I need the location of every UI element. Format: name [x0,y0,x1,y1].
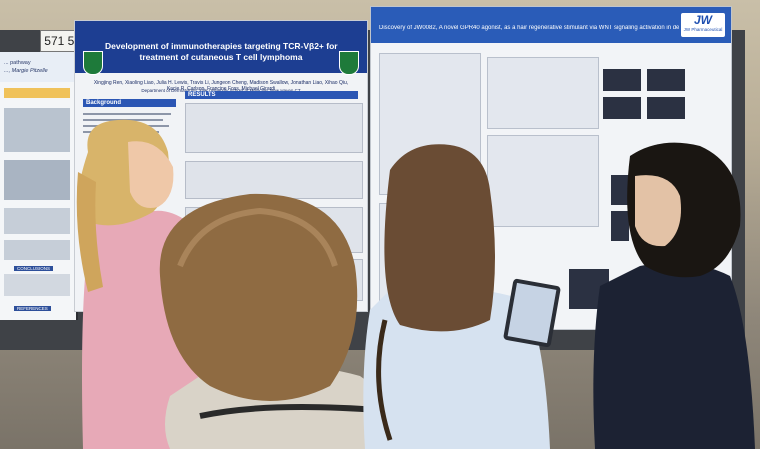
poster-left-figure-1 [4,108,70,152]
section-background-header: Background [83,99,176,107]
poster-left-subtitle: ..., Margie Pitzelle [4,68,48,74]
tablet-screen [507,282,557,344]
poster-right-title: Discovery of JW0082, A novel GPR40 agoni… [379,25,679,31]
microscopy-image [647,69,685,91]
poster-left-header [0,52,76,82]
results-figure-2 [185,161,363,199]
poster-left-chart [4,208,70,234]
microscopy-image-small [611,211,629,241]
person-long-hair-white-shirt [363,144,550,449]
company-logo-subtext: JW Pharmaceutical [683,27,723,32]
company-logo: JW JW Pharmaceutical [681,13,725,37]
poster-left-conclusions-label: CONCLUSIONS [14,266,54,271]
poster-left-text-block [4,274,70,296]
poster-right-bar-charts [487,57,599,129]
microscopy-image [603,69,641,91]
person-curly-hair-back [159,193,400,449]
poster-left: ... pathway ..., Margie Pitzelle CONCLUS… [0,52,78,320]
poster-left-title: ... pathway [4,60,31,66]
poster-right-figure-mid [487,135,599,227]
results-figure-1 [185,103,363,153]
poster-right-header [371,7,731,43]
poster-center-affiliation: Department of Dermatology, Yale Universi… [141,88,300,93]
poster-left-references-label: REFERENCES [14,306,51,311]
section-results-header: RESULTS [185,91,358,99]
poster-center-title-line2: treatment of cutaneous T cell lymphoma [139,52,303,62]
microscopy-image [647,97,685,119]
person-presenter-navy-jacket [593,142,755,449]
university-shield-icon [339,51,359,75]
microscopy-image-small [611,175,629,205]
microscopy-image [603,97,641,119]
text-line [83,113,171,115]
poster-left-highlight [4,88,70,98]
poster-center-authors: Xingjing Ren, Xiaoling Liao, Julia H. Le… [93,80,349,92]
poster-center-header [75,21,367,73]
poster-left-chart-2 [4,240,70,260]
poster-left-figure-2 [4,160,70,200]
company-logo-text: JW [694,13,712,27]
poster-center-title-line1: Development of immunotherapies targeting… [105,41,338,51]
university-shield-icon [83,51,103,75]
